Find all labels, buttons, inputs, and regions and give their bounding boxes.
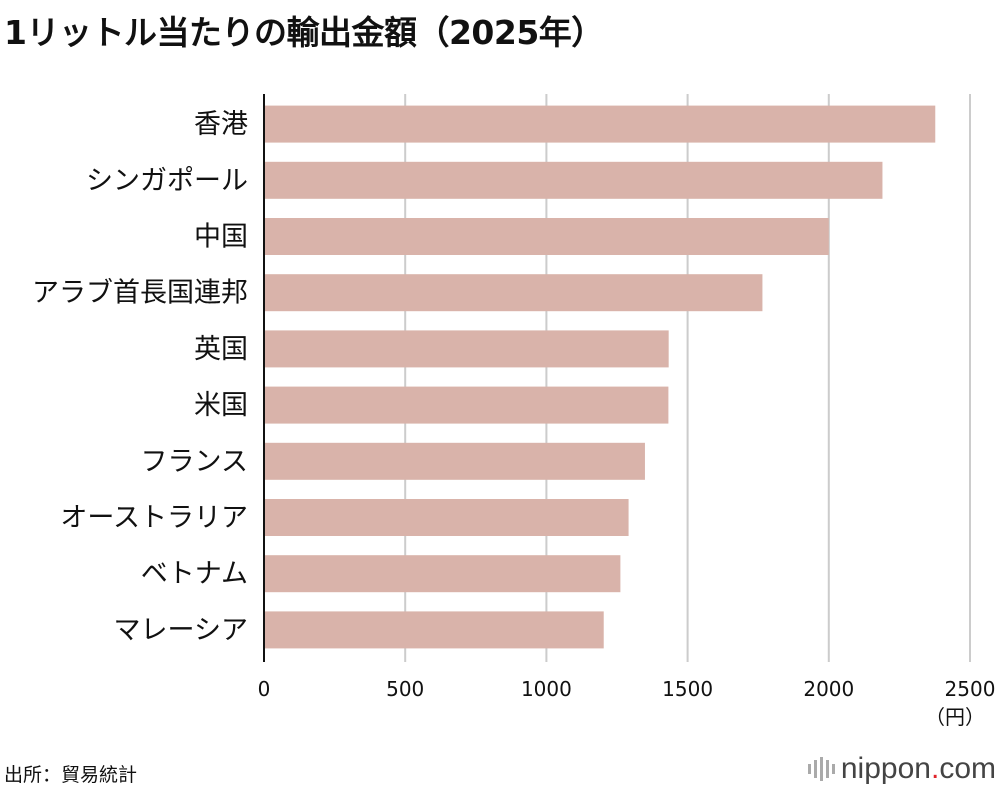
y-category-label: 英国	[194, 334, 248, 365]
y-category-label: 中国	[194, 222, 248, 253]
logo-dot: .	[930, 752, 940, 785]
y-category-label: シンガポール	[86, 165, 248, 196]
x-axis-unit-label: （円）	[925, 705, 985, 729]
bar	[264, 330, 669, 368]
logo-tld: com	[939, 752, 996, 785]
bar	[264, 274, 763, 312]
bar	[264, 218, 829, 255]
chart-title: 1リットル当たりの輸出金額（2025年）	[4, 13, 604, 52]
x-tick-label: 2500	[945, 677, 996, 701]
bar	[264, 105, 936, 143]
bar	[264, 499, 629, 536]
bar	[264, 611, 604, 649]
source-note: 出所：貿易統計	[4, 764, 138, 786]
bar	[264, 442, 645, 480]
logo-bars-icon	[807, 757, 835, 781]
x-tick-label: 1000	[521, 677, 572, 701]
bar	[264, 386, 669, 424]
y-category-label: 米国	[194, 390, 248, 421]
y-category-label: 香港	[194, 109, 248, 140]
y-category-label: アラブ首長国連邦	[32, 278, 248, 309]
x-tick-label: 2000	[803, 677, 854, 701]
bar	[264, 161, 883, 199]
x-tick-label: 500	[386, 677, 424, 701]
y-category-label: ベトナム	[141, 559, 248, 590]
logo-name: nippon	[840, 752, 931, 785]
y-category-label: フランス	[141, 446, 248, 477]
bar	[264, 555, 621, 593]
x-tick-label: 1500	[662, 677, 713, 701]
y-category-label: オーストラリア	[60, 503, 248, 534]
x-tick-label: 0	[258, 677, 271, 701]
y-category-label: マレーシア	[114, 615, 248, 646]
nippon-logo: nippon.com	[807, 752, 996, 786]
